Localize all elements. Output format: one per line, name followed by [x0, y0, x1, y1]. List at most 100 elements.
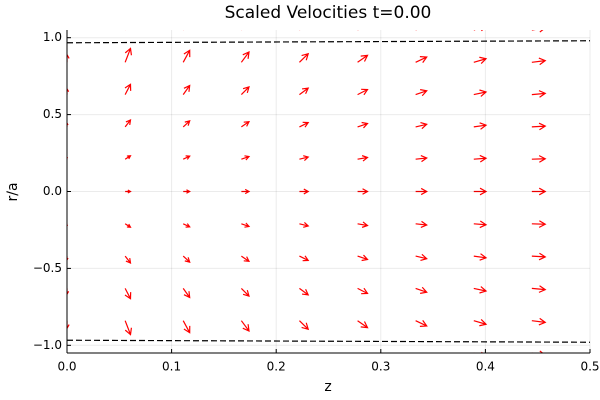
arrow: [240, 86, 250, 96]
arrow: [299, 87, 310, 96]
arrow: [531, 350, 544, 353]
arrow: [415, 89, 428, 97]
arrow: [415, 187, 428, 196]
arrow: [357, 88, 369, 96]
arrow: [531, 90, 547, 98]
arrow: [241, 222, 251, 228]
arrow: [415, 30, 417, 31]
arrow: [241, 255, 251, 263]
x-tick-label: 0.4: [476, 360, 495, 374]
arrow: [590, 27, 600, 34]
arrow: [125, 30, 126, 31]
arrow: [590, 253, 600, 260]
arrow: [64, 20, 69, 30]
x-tick-label: 0.5: [580, 360, 599, 374]
arrow: [531, 57, 547, 66]
arrow: [183, 352, 184, 353]
arrow: [473, 30, 483, 32]
arrow: [357, 287, 369, 295]
y-tick-label: 0.5: [43, 107, 62, 121]
arrow: [473, 122, 488, 130]
arrow: [124, 83, 132, 95]
arrow: [124, 288, 132, 300]
boundary-line: [67, 339, 590, 343]
y-tick-label: 1.0: [43, 30, 62, 44]
arrow: [299, 287, 310, 296]
arrow: [357, 188, 369, 195]
arrow: [124, 47, 133, 63]
arrow: [182, 120, 191, 128]
x-tick-label: 0.3: [371, 360, 390, 374]
arrow: [241, 352, 243, 353]
arrow: [473, 154, 488, 163]
arrow: [67, 256, 69, 262]
arrow: [183, 30, 184, 31]
y-axis-label: r/a: [5, 182, 21, 201]
x-tick-label: 0.0: [57, 360, 76, 374]
arrow: [473, 220, 488, 229]
x-tick-label: 0.2: [267, 360, 286, 374]
arrow: [125, 189, 132, 194]
arrow: [473, 187, 488, 196]
arrow: [415, 320, 428, 327]
arrow: [182, 155, 191, 160]
arrow: [590, 285, 600, 292]
arrow: [299, 121, 310, 128]
arrow: [473, 89, 488, 97]
arrow: [473, 253, 488, 261]
arrow: [182, 84, 191, 95]
arrow: [182, 288, 191, 299]
y-tick-label: −1.0: [33, 338, 62, 352]
arrow: [125, 352, 126, 353]
arrow: [67, 87, 70, 95]
arrow: [241, 188, 251, 195]
arrow: [124, 118, 132, 128]
arrow: [240, 287, 250, 297]
arrow: [299, 155, 310, 161]
arrow: [415, 154, 428, 163]
arrow: [473, 318, 488, 327]
arrow: [357, 54, 369, 63]
arrow: [240, 50, 250, 63]
arrow: [182, 223, 191, 228]
arrow: [357, 254, 369, 262]
arrow: [531, 285, 547, 293]
arrow: [67, 121, 69, 127]
arrow: [124, 320, 133, 336]
boundary-line: [67, 40, 590, 44]
arrow: [531, 220, 547, 228]
arrow: [590, 156, 600, 163]
arrow: [182, 49, 191, 63]
arrow: [299, 222, 310, 228]
arrow: [182, 255, 191, 263]
arrow: [240, 320, 250, 333]
arrow: [183, 189, 191, 194]
arrow: [299, 52, 310, 63]
arrow: [590, 188, 600, 195]
arrow: [531, 122, 547, 131]
arrow: [531, 30, 544, 33]
arrow: [357, 121, 369, 129]
x-axis-label: z: [324, 379, 331, 395]
arrow: [299, 320, 310, 331]
chart-title: Scaled Velocities t=0.00: [225, 3, 432, 23]
plot-area: [64, 20, 600, 357]
arrow: [590, 91, 600, 98]
arrow: [590, 317, 600, 324]
arrow: [299, 188, 310, 195]
arrow: [241, 120, 251, 128]
arrow: [124, 155, 132, 160]
arrow: [590, 124, 600, 131]
arrow: [415, 352, 417, 353]
arrow: [590, 221, 600, 228]
arrow: [357, 155, 369, 162]
arrow: [531, 187, 547, 196]
arrow: [357, 320, 369, 329]
arrow: [415, 56, 428, 63]
arrow: [531, 252, 547, 261]
arrow: [182, 320, 191, 334]
arrow: [590, 350, 600, 357]
arrow: [473, 286, 488, 294]
arrow: [299, 255, 310, 262]
